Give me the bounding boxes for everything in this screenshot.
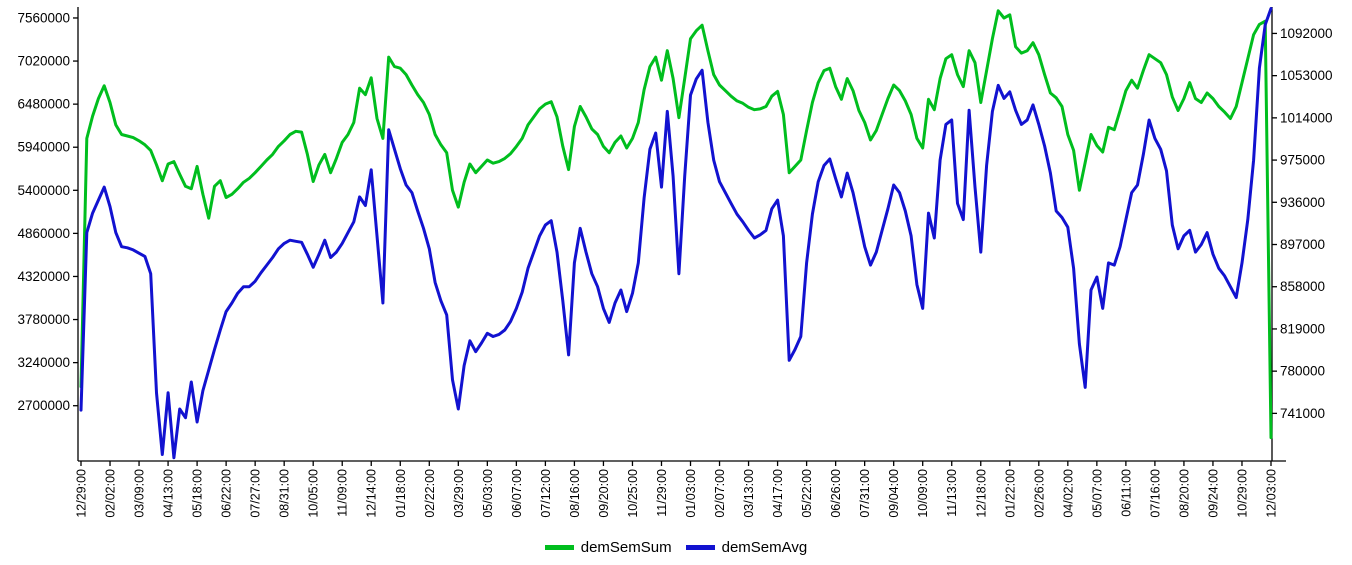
x-axis-label: 05/22:00 — [800, 469, 814, 518]
right-axis-label: 1014000 — [1280, 110, 1333, 125]
right-axis-label: 1053000 — [1280, 68, 1333, 83]
left-axis-label: 5940000 — [17, 140, 70, 155]
x-axis-label: 07/27:00 — [249, 469, 263, 518]
right-axis-label: 936000 — [1280, 195, 1325, 210]
demSemSum-line-swatch — [544, 544, 574, 550]
x-axis-label: 07/31:00 — [858, 469, 872, 518]
x-axis-label: 02/02:00 — [104, 469, 118, 518]
x-axis-label: 07/16:00 — [1148, 469, 1162, 518]
x-axis-label: 03/09:00 — [133, 469, 147, 518]
demSemAvg-line-swatch — [685, 544, 715, 550]
legend-label-demSemAvg: demSemAvg — [721, 538, 808, 556]
x-axis-label: 10/29:00 — [1235, 469, 1249, 518]
x-axis-label: 12/18:00 — [974, 469, 988, 518]
right-axis-label: 741000 — [1280, 406, 1325, 421]
right-axis-label: 1092000 — [1280, 26, 1333, 41]
x-axis-label: 01/03:00 — [684, 469, 698, 518]
x-axis-label: 05/03:00 — [481, 469, 495, 518]
x-axis-label: 02/26:00 — [1032, 469, 1046, 518]
left-axis-label: 6480000 — [17, 97, 70, 112]
left-axis-label: 4320000 — [17, 269, 70, 284]
left-axis-label: 7560000 — [17, 10, 70, 25]
x-axis-label: 11/29:00 — [655, 469, 669, 517]
x-axis-label: 05/18:00 — [191, 469, 205, 518]
left-axis-label: 3780000 — [17, 312, 70, 327]
right-axis-label: 858000 — [1280, 279, 1325, 294]
x-axis-label: 04/02:00 — [1061, 469, 1075, 518]
x-axis-label: 02/22:00 — [423, 469, 437, 518]
left-axis-label: 4860000 — [17, 226, 70, 241]
right-axis-label: 897000 — [1280, 237, 1325, 252]
x-axis-label: 08/20:00 — [1177, 469, 1191, 518]
x-axis-label: 03/29:00 — [452, 469, 466, 518]
x-axis-label: 11/09:00 — [336, 469, 350, 517]
legend-item-demSemSum: demSemSum — [544, 538, 672, 556]
x-axis-label: 03/13:00 — [742, 469, 756, 518]
left-axis-label: 7020000 — [17, 54, 70, 69]
x-axis-label: 01/18:00 — [394, 469, 408, 518]
x-axis-label: 02/07:00 — [713, 469, 727, 518]
left-axis-label: 3240000 — [17, 355, 70, 370]
x-axis-label: 06/22:00 — [220, 469, 234, 518]
x-axis-label: 04/13:00 — [162, 469, 176, 518]
x-axis-label: 09/24:00 — [1206, 469, 1220, 518]
x-axis-label: 10/09:00 — [916, 469, 930, 518]
right-axis-label: 780000 — [1280, 364, 1325, 379]
x-axis-label: 07/12:00 — [539, 469, 553, 518]
x-axis-label: 09/20:00 — [597, 469, 611, 518]
x-axis-label: 05/07:00 — [1090, 469, 1104, 518]
x-axis-label: 06/11:00 — [1119, 469, 1133, 517]
x-axis-label: 10/25:00 — [626, 469, 640, 518]
legend-label-demSemSum: demSemSum — [580, 538, 672, 556]
x-axis-label: 01/22:00 — [1003, 469, 1017, 518]
x-axis-label: 09/04:00 — [887, 469, 901, 518]
x-axis-label: 08/31:00 — [278, 469, 292, 518]
x-axis-label: 04/17:00 — [771, 469, 785, 518]
right-axis-label: 975000 — [1280, 153, 1325, 168]
x-axis-label: 12/03:00 — [1265, 469, 1279, 518]
x-axis-label: 06/26:00 — [829, 469, 843, 518]
x-axis-label: 06/07:00 — [510, 469, 524, 518]
x-axis-label: 11/13:00 — [945, 469, 959, 517]
x-axis-label: 08/16:00 — [568, 469, 582, 518]
series-line-demSemSum — [79, 9, 1273, 440]
left-axis-label: 5400000 — [17, 183, 70, 198]
legend-item-demSemAvg: demSemAvg — [685, 538, 808, 556]
legend: demSemSum demSemAvg — [0, 537, 1352, 557]
x-axis-label: 10/05:00 — [307, 469, 321, 518]
x-axis-label: 12/14:00 — [365, 469, 379, 518]
x-axis-label: 12/29:00 — [75, 469, 89, 518]
left-axis-label: 2700000 — [17, 398, 70, 413]
series-line-demSemAvg — [79, 7, 1273, 460]
right-axis-label: 819000 — [1280, 321, 1325, 336]
